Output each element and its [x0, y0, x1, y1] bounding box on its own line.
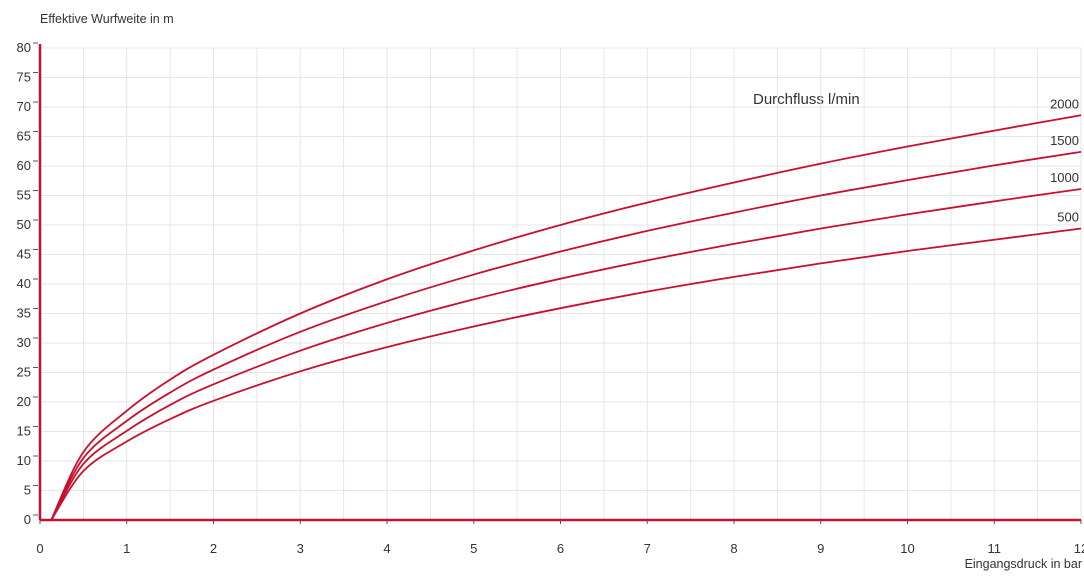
series-line-1500 [50, 150, 1082, 521]
y-tick-label: 0 [24, 512, 31, 527]
x-tick-label: 10 [900, 541, 914, 556]
x-tick-label: 12 [1074, 541, 1084, 556]
x-tick-label: 4 [383, 541, 390, 556]
y-tick-label: 40 [17, 276, 31, 291]
x-tick-label: 0 [36, 541, 43, 556]
y-tick-label: 70 [17, 99, 31, 114]
y-tick-label: 15 [17, 424, 31, 439]
x-tick-label: 9 [817, 541, 824, 556]
y-tick-label: 10 [17, 453, 31, 468]
grid [39, 47, 1082, 521]
y-tick-label: 45 [17, 247, 31, 262]
series-label-1000: 1000 [1050, 170, 1079, 185]
y-tick-label: 25 [17, 365, 31, 380]
x-tick-label: 8 [730, 541, 737, 556]
y-tick-label: 5 [24, 483, 31, 498]
y-axis-title: Effektive Wurfweite in m [40, 12, 174, 26]
x-axis-title: Eingangsdruck in bar [964, 557, 1082, 571]
y-tick-label: 35 [17, 306, 31, 321]
series-line-1000 [50, 188, 1082, 521]
y-tick-label: 80 [17, 40, 31, 55]
series-line-500 [50, 227, 1082, 521]
x-tick-label: 5 [470, 541, 477, 556]
series-label-1500: 1500 [1050, 133, 1079, 148]
x-tick-label: 6 [557, 541, 564, 556]
legend-title: Durchfluss l/min [753, 91, 860, 108]
x-tick-label: 11 [988, 541, 1002, 556]
x-tick-label: 7 [644, 541, 651, 556]
x-tick-label: 2 [210, 541, 217, 556]
y-tick-label: 60 [17, 158, 31, 173]
y-tick-label: 75 [17, 70, 31, 85]
y-tick-label: 30 [17, 335, 31, 350]
series-line-2000 [50, 114, 1082, 521]
series-label-500: 500 [1057, 210, 1079, 225]
series-label-2000: 2000 [1050, 96, 1079, 111]
y-tick-label: 55 [17, 188, 31, 203]
y-tick-label: 65 [17, 129, 31, 144]
y-tick-label: 50 [17, 217, 31, 232]
x-tick-label: 3 [297, 541, 304, 556]
x-tick-label: 1 [123, 541, 130, 556]
y-tick-label: 20 [17, 394, 31, 409]
